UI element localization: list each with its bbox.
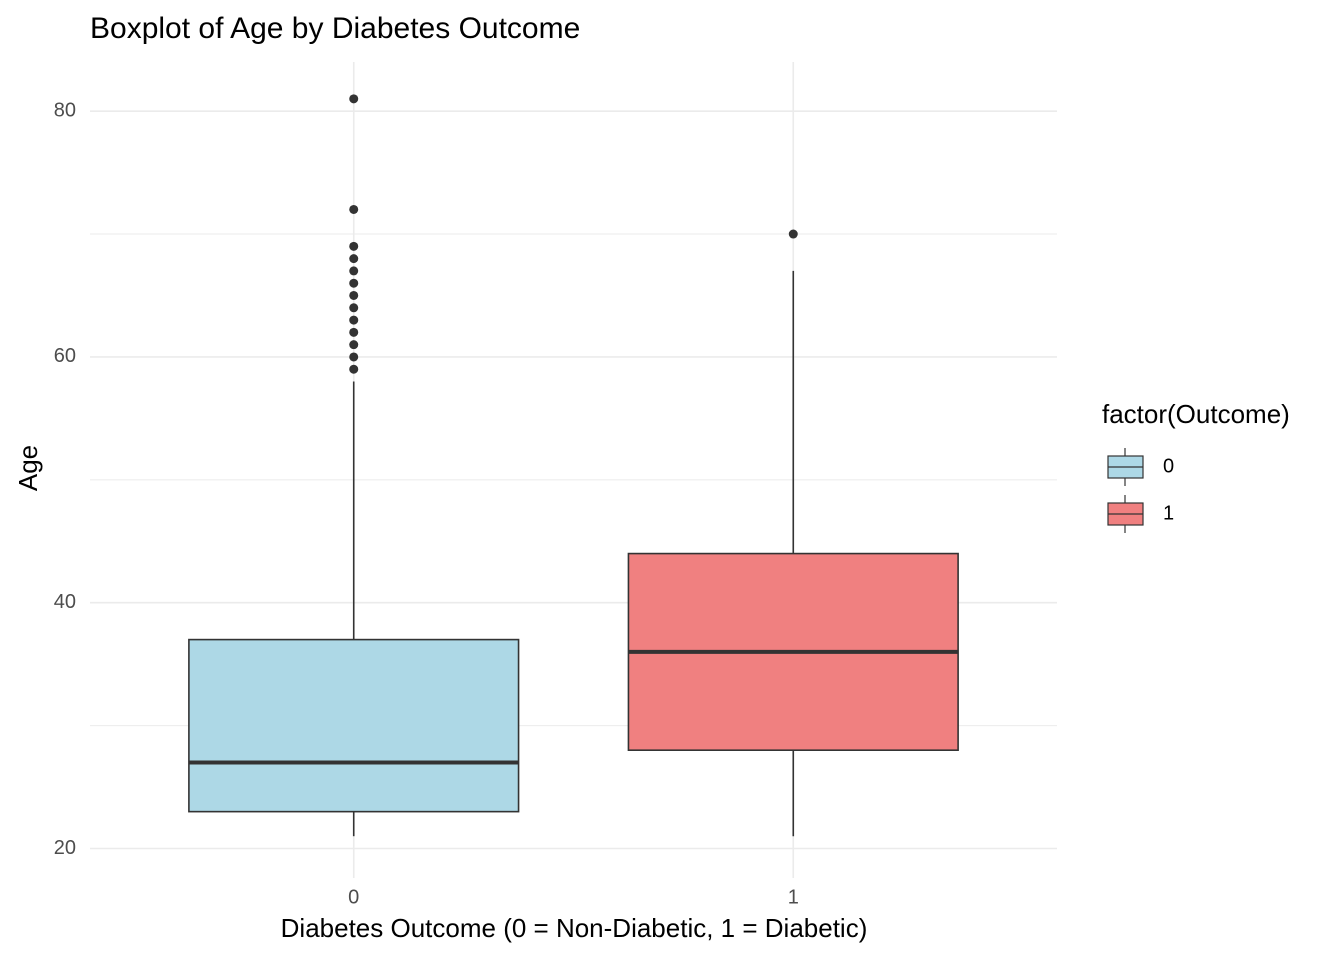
outlier	[788, 229, 798, 239]
outlier	[349, 327, 359, 337]
outlier	[349, 352, 359, 362]
y-tick-label: 40	[54, 591, 76, 613]
outlier	[349, 94, 359, 104]
outlier	[349, 204, 359, 214]
y-tick-label: 20	[54, 837, 76, 859]
outlier	[349, 290, 359, 300]
outlier	[349, 340, 359, 350]
x-tick-label: 0	[348, 886, 359, 908]
chart-title: Boxplot of Age by Diabetes Outcome	[90, 12, 580, 45]
legend-label: 1	[1163, 502, 1174, 524]
y-axis-label: Age	[13, 445, 43, 491]
outlier	[349, 278, 359, 288]
y-tick-label: 80	[54, 99, 76, 121]
legend-label: 0	[1163, 455, 1174, 477]
legend-title: factor(Outcome)	[1102, 399, 1290, 429]
x-axis-label: Diabetes Outcome (0 = Non-Diabetic, 1 = …	[281, 913, 868, 943]
outlier	[349, 241, 359, 251]
outlier	[349, 315, 359, 325]
outlier	[349, 303, 359, 313]
outlier	[349, 364, 359, 374]
y-tick-label: 60	[54, 345, 76, 367]
x-tick-label: 1	[788, 886, 799, 908]
outlier	[349, 266, 359, 276]
box	[188, 638, 520, 813]
outlier	[349, 254, 359, 264]
